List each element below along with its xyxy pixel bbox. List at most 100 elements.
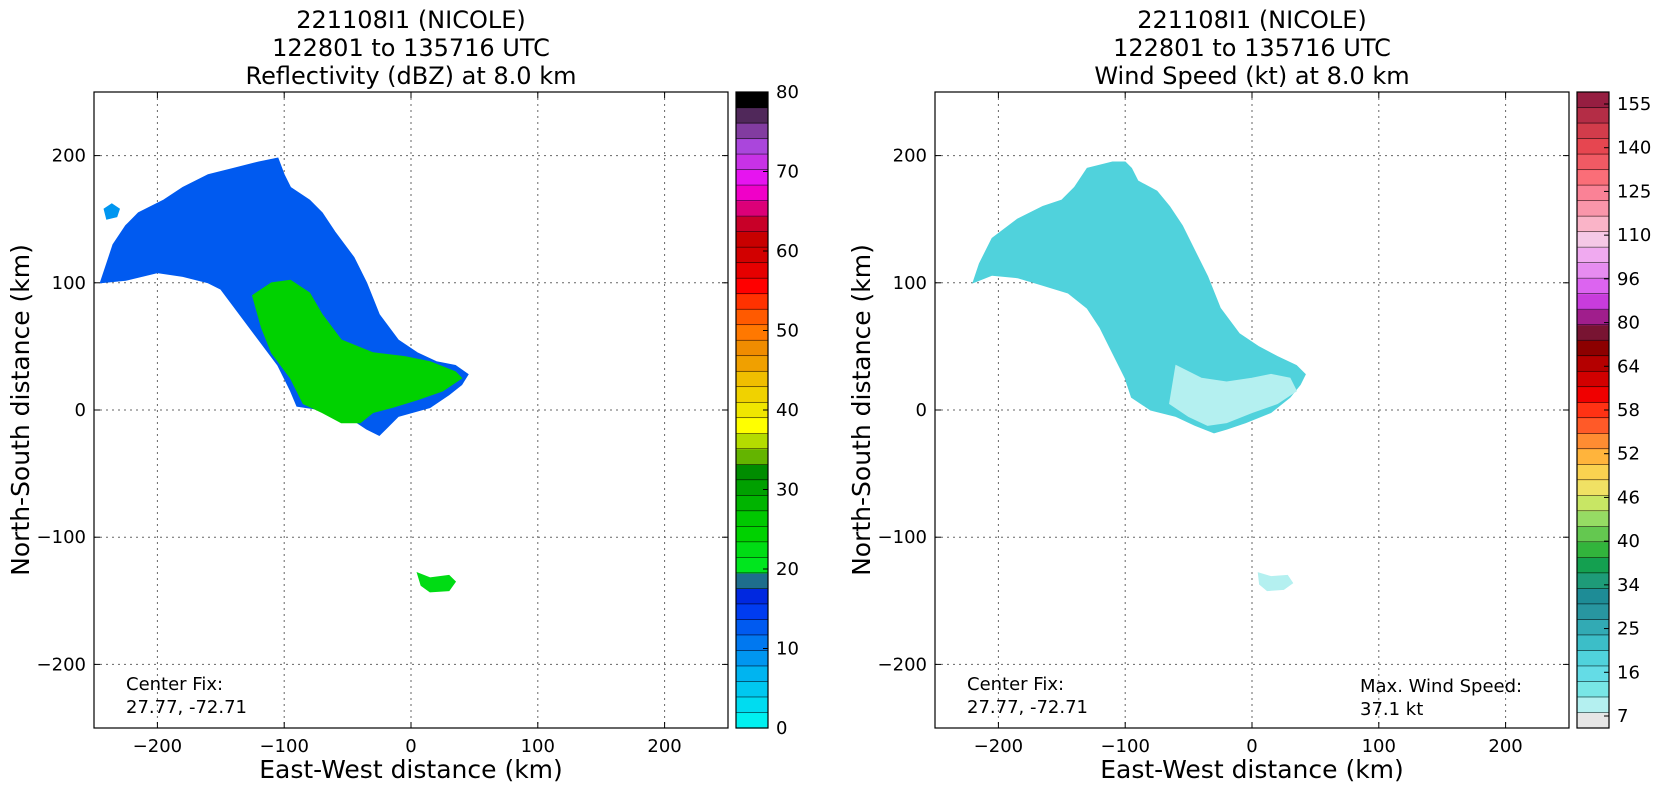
colorbar-swatch: [1577, 433, 1609, 450]
colorbar-tick-label: 10: [776, 639, 799, 660]
colorbar-swatch: [736, 712, 768, 729]
colorbar-swatch: [736, 371, 768, 388]
colorbar-swatch: [1577, 681, 1609, 698]
colorbar-swatch: [1577, 293, 1609, 310]
x-tick-label: −200: [974, 736, 1023, 757]
y-tick-label: −200: [878, 654, 927, 675]
y-tick-label: 100: [893, 273, 927, 294]
x-tick-label: 200: [647, 736, 681, 757]
colorbar-swatch: [736, 247, 768, 264]
colorbar-swatch: [736, 495, 768, 512]
colorbar-swatch: [1577, 510, 1609, 527]
colorbar-swatch: [736, 123, 768, 140]
colorbar: 0 10 20 30 40 50 60 70 80: [735, 82, 799, 739]
colorbar-swatch: [1577, 619, 1609, 636]
colorbar-tick-label: 52: [1617, 444, 1640, 465]
region-south-cell: [416, 571, 457, 593]
colorbar-swatch: [736, 479, 768, 496]
x-tick-label: 100: [1362, 736, 1396, 757]
colorbar-swatch: [736, 262, 768, 279]
colorbar-swatch: [1577, 603, 1609, 621]
colorbar-swatch: [1577, 479, 1609, 496]
colorbar-swatch: [736, 665, 768, 683]
colorbar-swatch: [736, 526, 768, 543]
colorbar-swatch: [1577, 278, 1609, 295]
y-tick-label: 100: [52, 273, 86, 294]
colorbar-swatch: [1577, 402, 1609, 419]
colorbar-swatch: [736, 588, 768, 605]
chart-title-line-1: 221108I1 (NICOLE): [296, 6, 526, 34]
colorbar-swatch: [736, 107, 768, 124]
colorbar-tick-label: 30: [776, 480, 799, 501]
colorbar-swatch: [736, 681, 768, 698]
colorbar-swatch: [736, 154, 768, 171]
colorbar-tick-label: 80: [776, 82, 799, 103]
colorbar-swatch: [1577, 324, 1609, 341]
colorbar-tick-label: 70: [776, 162, 799, 183]
colorbar-swatch: [736, 464, 768, 481]
colorbar-swatch: [1577, 200, 1609, 217]
region-west-speck: [103, 203, 120, 220]
colorbar-tick-label: 64: [1617, 356, 1640, 377]
colorbar-swatch: [736, 200, 768, 217]
colorbar-tick-label: 46: [1617, 487, 1640, 508]
y-tick-label: 0: [916, 400, 927, 421]
x-tick-label: −200: [133, 736, 182, 757]
region-main: [972, 161, 1306, 434]
colorbar: 7 16 25 34 40 46 52 58 64 80 96 110 125 140 155: [1576, 91, 1651, 729]
colorbar-swatch: [736, 231, 768, 248]
y-tick-label: −100: [878, 527, 927, 548]
center-fix-label: Center Fix:: [126, 674, 223, 695]
colorbar-swatch: [1577, 665, 1609, 683]
colorbar-swatch: [736, 557, 768, 574]
y-axis-label: North-South distance (km): [6, 244, 35, 576]
colorbar-swatch: [1577, 355, 1609, 372]
colorbar-swatch: [1577, 634, 1609, 652]
colorbar-swatch: [736, 510, 768, 527]
colorbar-swatch: [1577, 495, 1609, 512]
colorbar-tick-label: 25: [1617, 619, 1640, 640]
colorbar-swatch: [736, 355, 768, 372]
colorbar-tick-label: 80: [1617, 313, 1640, 334]
colorbar-swatch: [1577, 417, 1609, 434]
y-tick-label: −100: [37, 527, 86, 548]
colorbar-swatch: [1577, 247, 1609, 264]
colorbar-swatch: [1577, 650, 1609, 667]
colorbar-swatch: [1577, 231, 1609, 248]
colorbar-tick-label: 125: [1617, 181, 1651, 202]
colorbar-swatch: [1577, 448, 1609, 465]
colorbar-swatch: [736, 216, 768, 233]
colorbar-swatch: [736, 541, 768, 558]
colorbar-swatch: [1577, 169, 1609, 186]
colorbar-swatch: [1577, 696, 1609, 714]
x-axis-label: East-West distance (km): [1100, 755, 1404, 784]
colorbar-swatch: [1577, 541, 1609, 558]
colorbar-swatch: [736, 293, 768, 310]
max-wind-label: Max. Wind Speed:: [1360, 676, 1522, 697]
colorbar-swatch: [736, 572, 768, 589]
chart-title-line-3: Reflectivity (dBZ) at 8.0 km: [246, 62, 577, 90]
colorbar-swatch: [1577, 572, 1609, 589]
data-regions: [99, 157, 469, 593]
colorbar-swatch: [736, 417, 768, 434]
colorbar-swatch: [736, 340, 768, 357]
colorbar-swatch: [736, 386, 768, 403]
x-tick-label: 200: [1488, 736, 1522, 757]
region-south-cell: [1257, 572, 1294, 592]
colorbar-swatch: [736, 169, 768, 186]
colorbar-swatch: [1577, 123, 1609, 140]
region-east-calm: [1169, 364, 1298, 426]
colorbar-swatch: [736, 696, 768, 714]
colorbar-swatch: [1577, 371, 1609, 388]
colorbar-swatch: [1577, 216, 1609, 233]
colorbar-tick-label: 96: [1617, 269, 1640, 290]
y-tick-label: 200: [52, 146, 86, 167]
region-main-core: [251, 279, 463, 424]
y-tick-label: −200: [37, 654, 86, 675]
x-axis-label: East-West distance (km): [259, 755, 563, 784]
x-tick-label: −100: [259, 736, 308, 757]
colorbar-swatch: [736, 619, 768, 636]
colorbar-swatch: [736, 433, 768, 450]
colorbar-tick-label: 140: [1617, 138, 1651, 159]
